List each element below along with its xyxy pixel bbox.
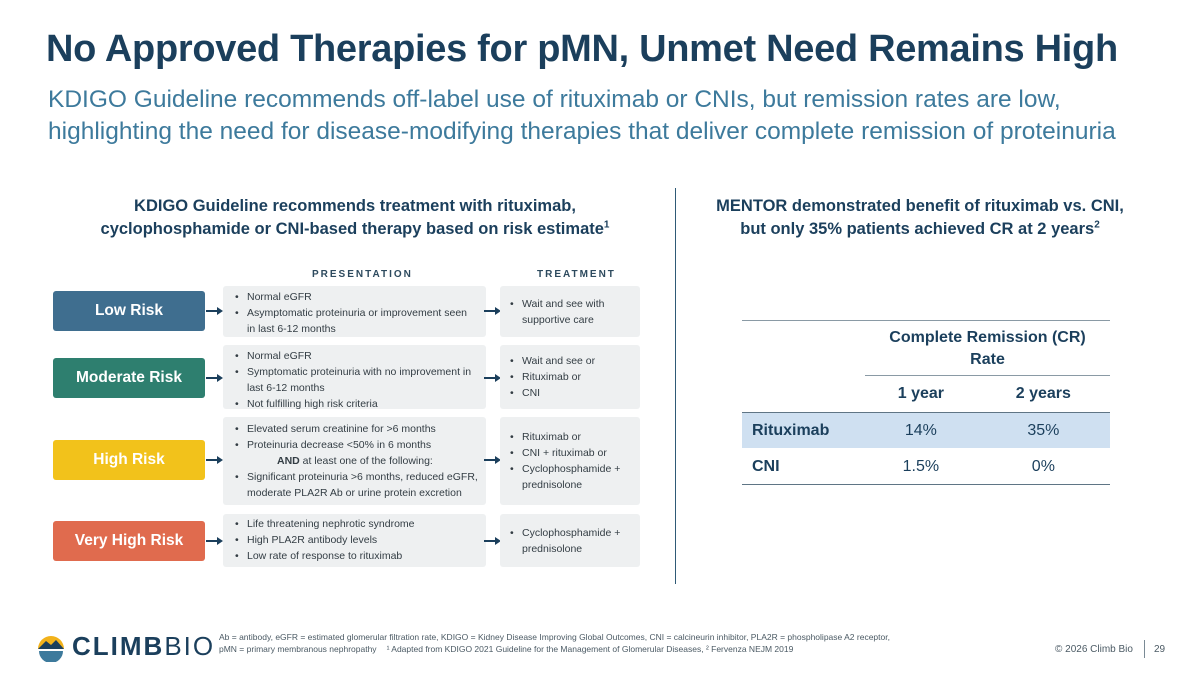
logo-wordmark: CLIMBBIO [72, 631, 216, 661]
treatment-box-moderate: Wait and see or Rituximab or CNI [500, 345, 640, 409]
arrow-right-icon [206, 374, 223, 382]
presentation-item: Asymptomatic proteinuria or improvement … [235, 305, 478, 337]
presentation-box-moderate: Normal eGFR Symptomatic proteinuria with… [223, 345, 486, 412]
arrow-right-icon [484, 537, 501, 545]
presentation-item: Normal eGFR [235, 348, 478, 364]
treatment-item: CNI + rituximab or [510, 445, 632, 461]
presentation-item: Life threatening nephrotic syndrome [235, 516, 478, 532]
arrow-right-icon [206, 307, 223, 315]
footnote-ref-2: 2 [1094, 219, 1100, 231]
risk-label-very-high: Very High Risk [53, 521, 205, 561]
presentation-item: Low rate of response to rituximab [235, 548, 478, 564]
presentation-item: Elevated serum creatinine for >6 months [235, 421, 478, 437]
presentation-box-very-high: Life threatening nephrotic syndrome High… [223, 514, 486, 567]
presentation-box-low: Normal eGFR Asymptomatic proteinuria or … [223, 286, 486, 337]
footnote-line-2: pMN = primary membranous nephropathy ¹ Ad… [219, 644, 794, 654]
table-title: Complete Remission (CR) Rate [865, 320, 1110, 376]
treatment-item: Cyclophosphamide + prednisolone [510, 525, 632, 557]
left-heading-line-2: cyclophosphamide or CNI-based therapy ba… [100, 219, 610, 238]
treatment-item: CNI [510, 385, 632, 401]
risk-label-moderate: Moderate Risk [53, 358, 205, 398]
table-column-header: 1 year [865, 375, 977, 413]
presentation-item: High PLA2R antibody levels [235, 532, 478, 548]
footnote-line-1: Ab = antibody, eGFR = estimated glomerul… [219, 632, 890, 642]
treatment-item: Wait and see or [510, 353, 632, 369]
table-row: CNI 1.5% 0% [742, 448, 1110, 485]
table-row: Rituximab 14% 35% [742, 412, 1110, 449]
page-subtitle: KDIGO Guideline recommends off-label use… [48, 84, 1178, 148]
climbbio-logo: CLIMBBIO [36, 631, 215, 662]
left-section-heading: KDIGO Guideline recommends treatment wit… [60, 195, 650, 241]
presentation-column-header: PRESENTATION [312, 269, 413, 280]
presentation-item: Symptomatic proteinuria with no improvem… [235, 364, 478, 396]
footnote: Ab = antibody, eGFR = estimated glomerul… [219, 631, 959, 655]
subtitle-line-2: highlighting the need for disease-modify… [48, 118, 1116, 145]
presentation-item: Proteinuria decrease <50% in 6 months [235, 437, 478, 453]
left-heading-line-1: KDIGO Guideline recommends treatment wit… [134, 197, 576, 215]
treatment-item: Rituximab or [510, 429, 632, 445]
table-row-label: Rituximab [742, 412, 865, 449]
section-divider [675, 188, 676, 584]
page-number: 29 [1154, 644, 1166, 655]
arrow-right-icon [206, 456, 223, 464]
mountain-sun-icon [38, 635, 64, 662]
treatment-box-very-high: Cyclophosphamide + prednisolone [500, 514, 640, 567]
right-heading-line-1: MENTOR demonstrated benefit of rituximab… [716, 197, 1124, 215]
treatment-item: Wait and see with supportive care [510, 296, 632, 328]
arrow-right-icon [484, 307, 501, 315]
treatment-item: Rituximab or [510, 369, 632, 385]
table-column-header: 2 years [976, 375, 1110, 413]
footnote-ref-1: 1 [603, 219, 610, 231]
treatment-box-low: Wait and see with supportive care [500, 286, 640, 337]
subtitle-line-1: KDIGO Guideline recommends off-label use… [48, 86, 1061, 113]
table-cell: 14% [865, 412, 977, 449]
treatment-column-header: TREATMENT [537, 269, 616, 280]
presentation-item: Not fulfilling high risk criteria [235, 396, 478, 412]
presentation-item: Significant proteinuria >6 months, reduc… [235, 469, 478, 501]
table-cell: 1.5% [865, 448, 977, 485]
complete-remission-table: Complete Remission (CR) Rate 1 year 2 ye… [742, 320, 1110, 485]
presentation-item: Normal eGFR [235, 289, 478, 305]
arrow-right-icon [484, 456, 501, 464]
right-heading-line-2: but only 35% patients achieved CR at 2 y… [740, 219, 1100, 238]
table-cell: 35% [976, 412, 1110, 449]
arrow-right-icon [206, 537, 223, 545]
treatment-item: Cyclophosphamide + prednisolone [510, 461, 632, 493]
table-cell: 0% [976, 448, 1110, 485]
copyright: © 2026 Climb Bio [1055, 644, 1133, 655]
risk-label-high: High Risk [53, 440, 205, 480]
presentation-box-high: Elevated serum creatinine for >6 months … [223, 417, 486, 505]
right-section-heading: MENTOR demonstrated benefit of rituximab… [700, 195, 1140, 241]
risk-label-low: Low Risk [53, 291, 205, 331]
arrow-right-icon [484, 374, 501, 382]
treatment-box-high: Rituximab or CNI + rituximab or Cyclopho… [500, 417, 640, 505]
table-row-label: CNI [742, 448, 865, 485]
presentation-and-line: AND at least one of the following: [277, 455, 433, 467]
page-title: No Approved Therapies for pMN, Unmet Nee… [46, 28, 1118, 70]
page-number-divider [1144, 640, 1145, 658]
